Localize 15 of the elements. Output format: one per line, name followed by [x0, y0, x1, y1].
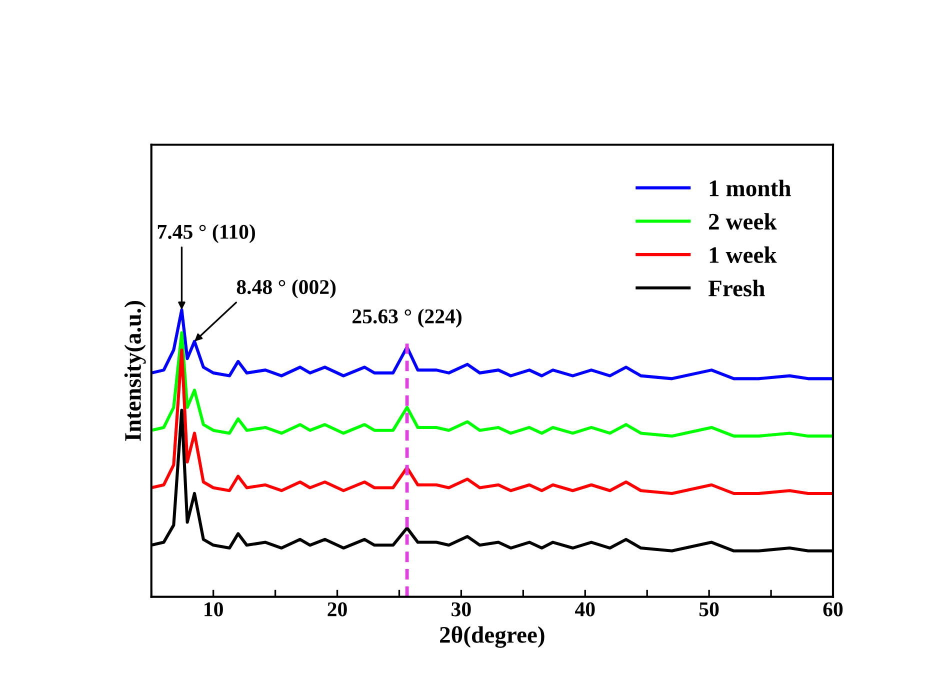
y-axis-title: Intensity(a.u.)	[124, 300, 146, 441]
x-axis-title: 2θ(degree)	[440, 626, 544, 648]
annotation: 8.48 ° (002)	[236, 279, 336, 298]
legend-label: 1 week	[710, 246, 777, 264]
legend-label: Fresh	[708, 280, 765, 296]
x-tick-label: 10	[204, 602, 223, 616]
x-tick-label: 60	[823, 602, 843, 616]
x-tick-label: 40	[575, 602, 595, 616]
annotation: 7.45 ° (110)	[158, 224, 255, 244]
x-tick-label: 50	[699, 602, 719, 616]
legend-label: 1 month	[710, 180, 791, 196]
x-tick-label: 20	[328, 602, 347, 616]
legend-label: 2 week	[708, 213, 777, 230]
annotation: 25.63 ° (224)	[352, 308, 462, 328]
x-tick-label: 30	[452, 602, 471, 616]
